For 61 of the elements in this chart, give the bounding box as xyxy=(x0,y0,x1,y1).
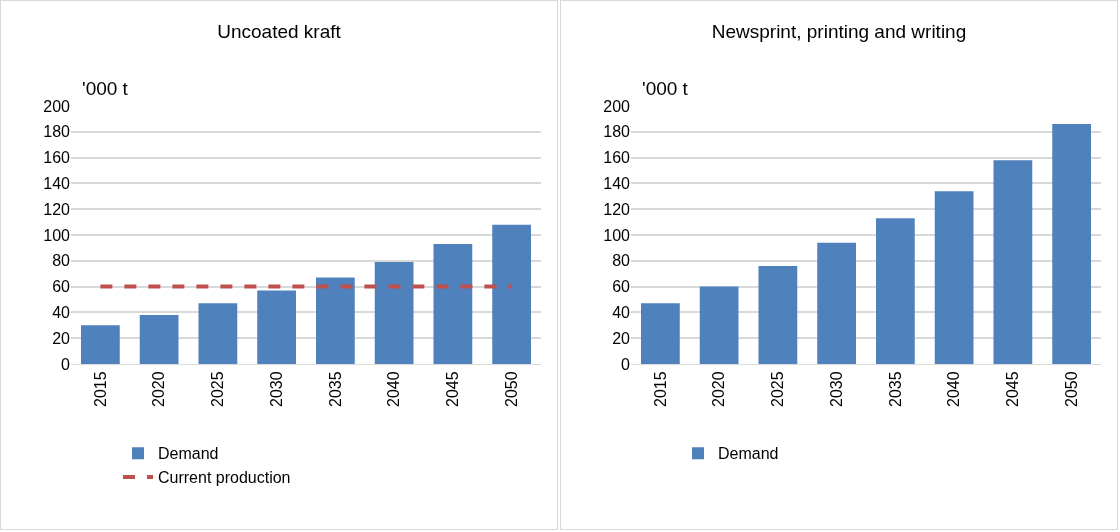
y-tick-label: 140 xyxy=(603,175,631,192)
x-tick-label: 2020 xyxy=(710,371,728,407)
y-tick-label: 20 xyxy=(612,329,631,347)
x-tick-label: 2045 xyxy=(444,371,462,407)
y-tick-label: 120 xyxy=(603,200,631,218)
bar xyxy=(315,277,355,364)
y-tick-label: 20 xyxy=(52,329,71,347)
bar xyxy=(433,244,473,364)
bar xyxy=(875,218,915,364)
x-tick-label: 2045 xyxy=(1004,371,1022,407)
y-tick-label: 160 xyxy=(43,149,71,167)
bar xyxy=(993,160,1033,364)
x-tick-label: 2050 xyxy=(502,371,520,407)
y-tick-label: 0 xyxy=(61,355,71,373)
y-tick-label: 120 xyxy=(43,200,71,218)
legend-label: Demand xyxy=(718,445,779,463)
x-tick-label: 2015 xyxy=(651,371,669,407)
legend-label: Current production xyxy=(158,469,291,487)
y-tick-label: 100 xyxy=(43,226,71,244)
y-tick-label: 200 xyxy=(603,97,631,115)
x-tick-label: 2035 xyxy=(326,371,344,407)
x-tick-label: 2030 xyxy=(827,371,845,407)
y-tick-label: 60 xyxy=(52,278,71,296)
bar xyxy=(257,290,297,364)
x-tick-label: 2035 xyxy=(886,371,904,407)
x-tick-label: 2030 xyxy=(267,371,285,407)
y-tick-label: 40 xyxy=(612,304,631,321)
bar xyxy=(198,303,238,364)
y-tick-label: 180 xyxy=(603,123,631,141)
x-tick-label: 2040 xyxy=(385,371,403,407)
x-tick-label: 2025 xyxy=(769,371,787,407)
chart-title: Uncoated kraft xyxy=(217,21,342,43)
y-tick-label: 80 xyxy=(612,252,631,270)
y-tick-label: 200 xyxy=(43,97,71,115)
bar xyxy=(934,191,974,364)
y-tick-label: 180 xyxy=(43,123,71,141)
y-axis-title: '000 t xyxy=(642,78,689,99)
bar xyxy=(139,314,179,364)
bar xyxy=(374,262,414,364)
y-tick-label: 160 xyxy=(603,149,631,167)
bar xyxy=(80,325,120,364)
x-tick-label: 2025 xyxy=(209,371,227,407)
bar xyxy=(492,224,532,364)
chart-title: Newsprint, printing and writing xyxy=(711,21,967,43)
bar xyxy=(758,265,798,364)
y-axis-title: '000 t xyxy=(82,78,129,99)
legend-label: Demand xyxy=(158,445,219,463)
y-tick-label: 80 xyxy=(52,252,71,270)
x-tick-label: 2040 xyxy=(945,371,963,407)
y-tick-label: 140 xyxy=(43,175,71,192)
x-tick-label: 2050 xyxy=(1062,371,1080,407)
y-tick-label: 100 xyxy=(603,226,631,244)
bar xyxy=(817,242,857,364)
bar xyxy=(640,303,680,364)
x-tick-label: 2015 xyxy=(91,371,109,407)
y-tick-label: 40 xyxy=(52,304,71,321)
bar xyxy=(1052,124,1092,364)
y-tick-label: 0 xyxy=(621,355,631,373)
x-tick-label: 2020 xyxy=(150,371,168,407)
bar xyxy=(699,286,739,364)
y-tick-label: 60 xyxy=(612,278,631,296)
